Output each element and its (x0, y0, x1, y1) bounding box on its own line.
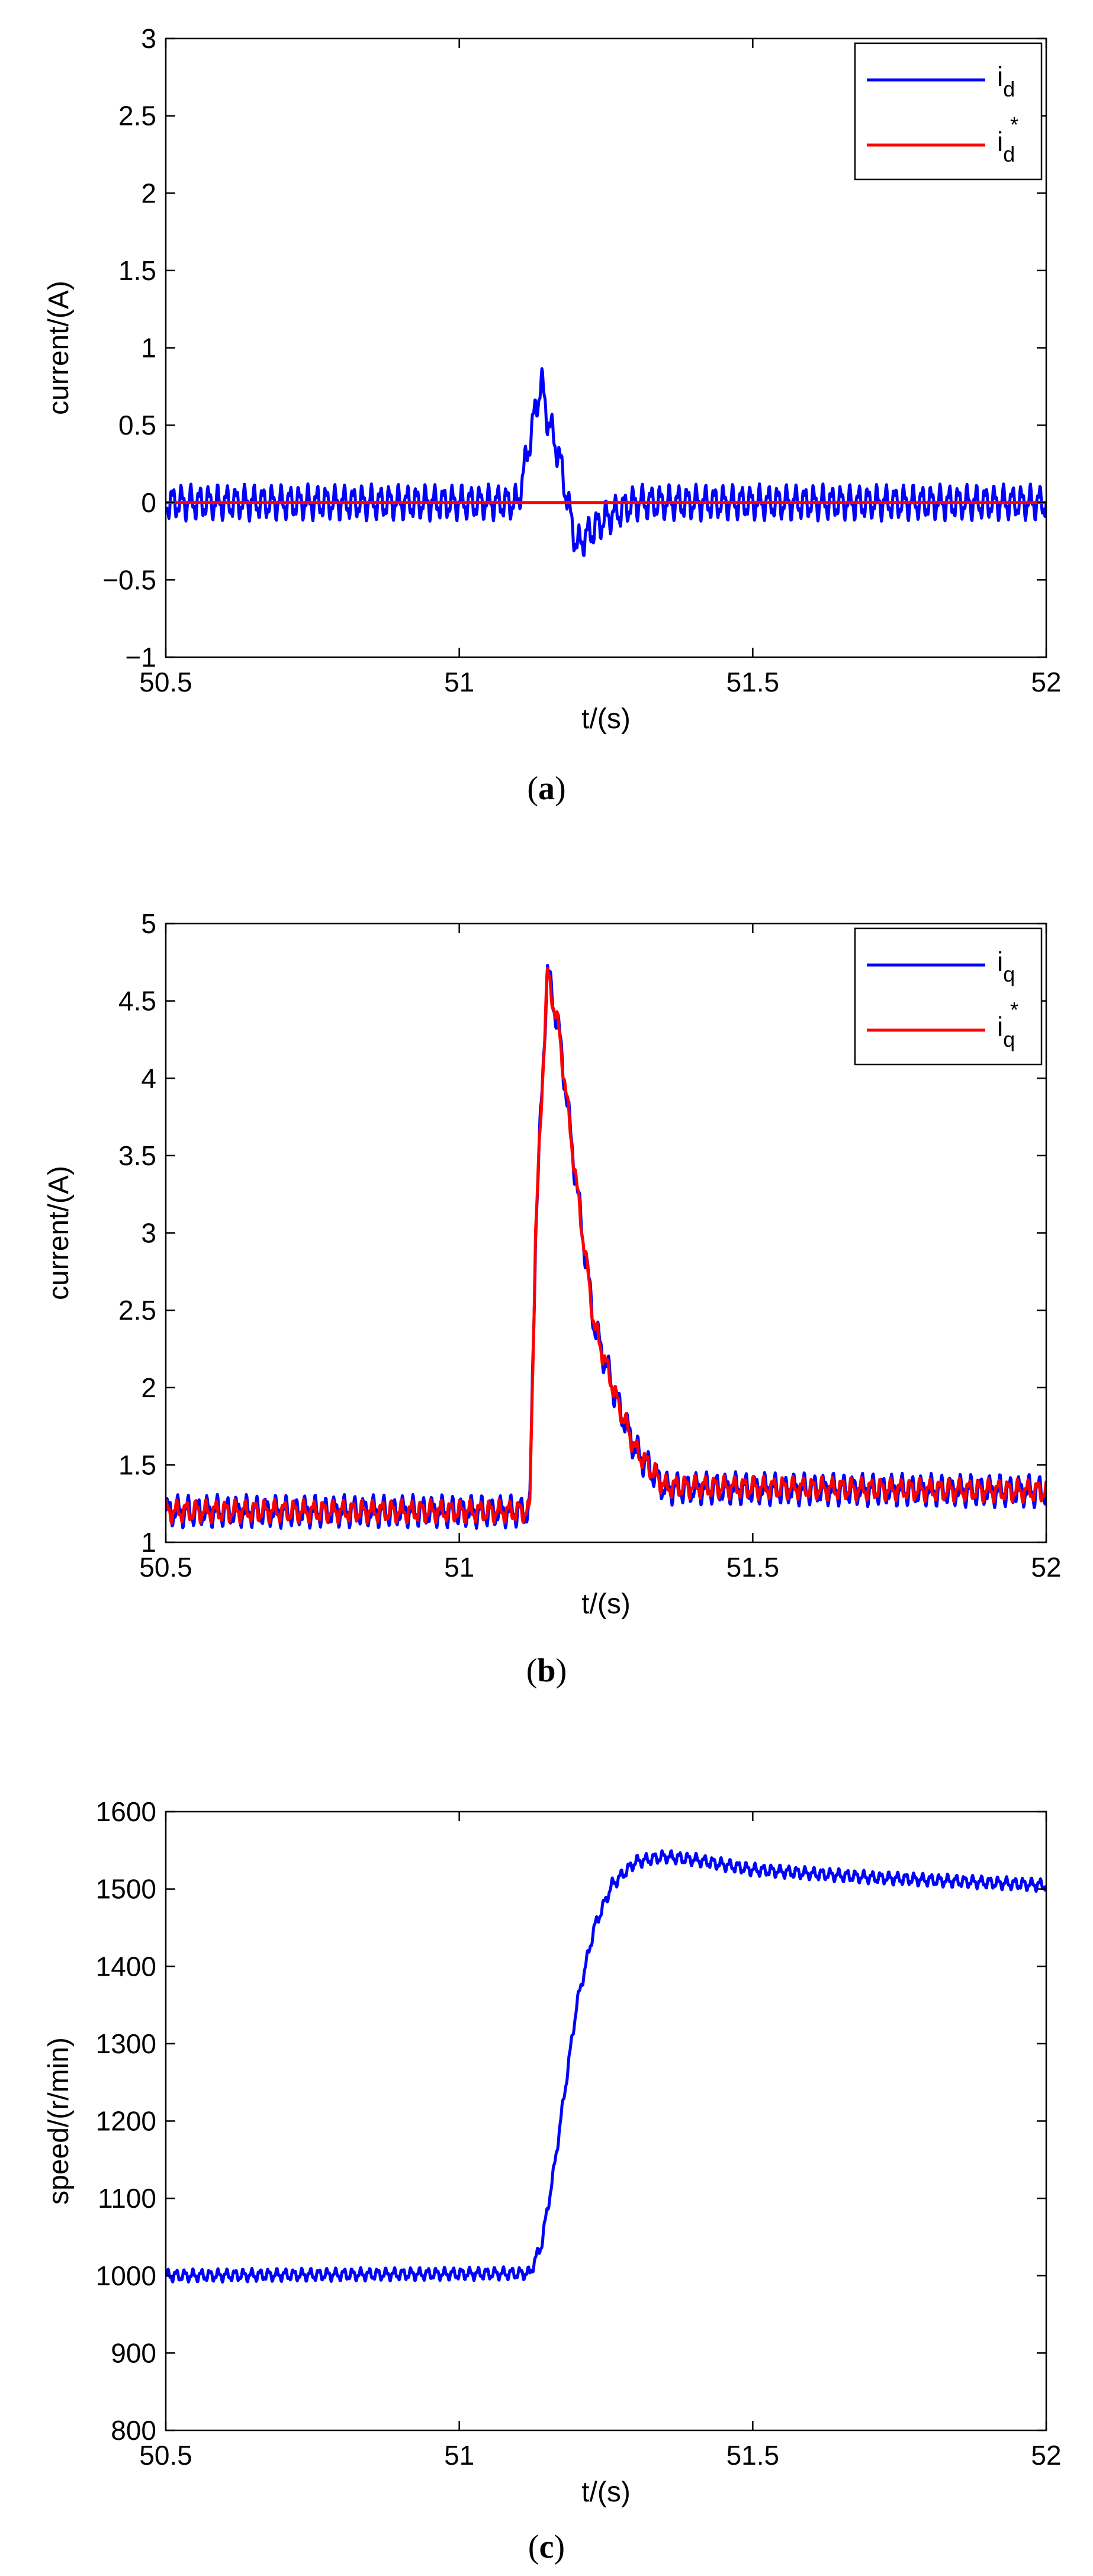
x-tick-label: 51 (444, 2440, 474, 2471)
caption-a: (a) (527, 770, 566, 807)
y-axis-label: current/(A) (43, 1166, 75, 1300)
chart-b: 50.5 51 51.5 52 1 1.5 2 2.5 3 3.5 4 4.5 5 t/(s) curren… (43, 908, 1062, 1620)
y-tick-label: 3.5 (118, 1140, 156, 1171)
x-tick-label: 50.5 (139, 667, 192, 697)
y-tick-label: 800 (111, 2415, 156, 2446)
x-tick-label: 51 (444, 667, 474, 697)
caption-b: (b) (526, 1652, 567, 1689)
y-tick-label: 1400 (96, 1951, 156, 1982)
y-tick-label: 2 (141, 1372, 156, 1403)
series-line-i-q-ref (166, 967, 1046, 1525)
y-tick-label: −1 (126, 642, 156, 673)
x-tick-label: 51 (444, 1552, 474, 1583)
legend-sup: * (1010, 998, 1018, 1022)
y-tick-label: 1300 (96, 2028, 156, 2059)
chart-panel-c: 50.5 51 51.5 52 800 900 1000 1100 1200 1300 1400 15… (0, 1717, 1093, 2575)
series-line-speed (166, 1849, 1046, 2284)
x-axis-label: t/(s) (581, 2477, 631, 2508)
x-axis-label: t/(s) (581, 1588, 631, 1620)
y-tick-label: 1500 (96, 1874, 156, 1905)
legend-label: id (997, 61, 1015, 101)
caption-c: (c) (528, 2529, 565, 2565)
y-axis-label: current/(A) (43, 281, 75, 415)
series-line-i-q (166, 964, 1046, 1530)
y-tick-label: 1.5 (118, 1449, 156, 1480)
legend-box (854, 42, 1043, 181)
legend-box (854, 927, 1043, 1066)
x-tick-label: 50.5 (139, 1552, 192, 1583)
y-tick-label: 1 (141, 333, 156, 364)
y-tick-label: 1000 (96, 2260, 156, 2291)
plot-frame (165, 1810, 1047, 2432)
y-tick-label: −0.5 (102, 564, 156, 595)
chart-panel-a: 50.5 51 51.5 52 −1 −0.5 0 0.5 1 1.5 2 2.5 3 t/(s) curr… (0, 0, 1093, 858)
legend-label: id (997, 126, 1015, 166)
x-axis-label: t/(s) (581, 703, 631, 735)
y-tick-label: 1100 (98, 2183, 156, 2214)
x-tick-label: 50.5 (139, 2440, 192, 2471)
y-tick-label: 1200 (96, 2106, 156, 2137)
y-tick-label: 900 (111, 2337, 156, 2368)
y-tick-label: 2 (141, 178, 156, 208)
y-tick-label: 3 (141, 23, 156, 54)
chart-c: 50.5 51 51.5 52 800 900 1000 1100 1200 1300 1400 15… (43, 1796, 1062, 2508)
y-tick-label: 3 (141, 1218, 156, 1249)
legend-label: iq (997, 1011, 1015, 1051)
y-tick-label: 1 (141, 1527, 156, 1558)
series-line-i-d (166, 367, 1046, 557)
y-tick-label: 0 (141, 487, 156, 518)
chart-panel-b: 50.5 51 51.5 52 1 1.5 2 2.5 3 3.5 4 4.5 5 t/(s) curren… (0, 858, 1093, 1717)
x-tick-label: 51.5 (726, 1552, 780, 1583)
y-axis-label: speed/(r/min) (43, 2037, 75, 2205)
x-tick-label: 51.5 (726, 2440, 780, 2471)
y-tick-label: 4.5 (118, 986, 156, 1017)
x-tick-label: 52 (1031, 667, 1061, 697)
x-tick-label: 52 (1031, 2440, 1061, 2471)
legend-sup: * (1010, 112, 1018, 137)
legend-label: iq (997, 946, 1015, 986)
y-tick-label: 2.5 (118, 1295, 156, 1326)
y-tick-label: 1600 (96, 1796, 156, 1827)
chart-a: 50.5 51 51.5 52 −1 −0.5 0 0.5 1 1.5 2 2.5 3 t/(s) curr… (43, 23, 1062, 735)
x-tick-label: 52 (1031, 1552, 1061, 1583)
x-tick-label: 51.5 (726, 667, 780, 697)
y-tick-label: 5 (141, 908, 156, 939)
y-tick-label: 2.5 (118, 101, 156, 131)
y-tick-label: 4 (141, 1063, 156, 1094)
y-tick-label: 1.5 (118, 255, 156, 286)
y-tick-label: 0.5 (118, 410, 156, 440)
